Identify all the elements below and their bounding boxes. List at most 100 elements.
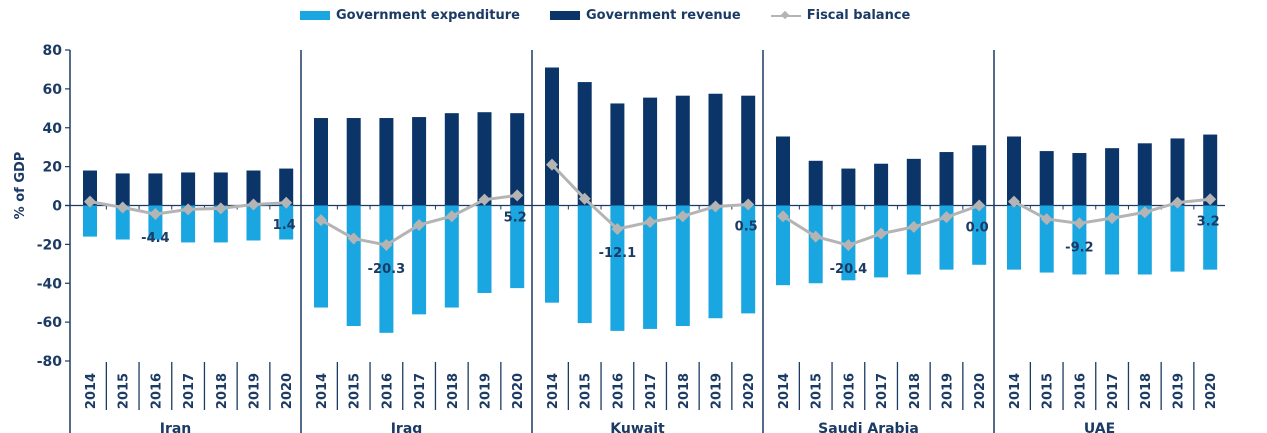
fiscal-balance-data-label: -20.4: [830, 262, 867, 277]
fiscal-balance-data-label: 0.5: [735, 220, 758, 235]
fiscal-balance-marker: [214, 202, 227, 215]
x-tick-label-year: 2018: [908, 373, 923, 409]
fiscal-balance-marker: [413, 218, 426, 231]
fiscal-balance-marker: [1040, 213, 1053, 226]
expenditure-bar: [972, 205, 987, 265]
legend-swatch-fiscal-balance: [770, 11, 801, 21]
expenditure-bar: [444, 205, 459, 308]
fiscal-balance-marker: [842, 239, 855, 252]
x-tick-label-year: 2018: [677, 373, 692, 409]
revenue-bar: [444, 113, 459, 206]
x-category-label: Kuwait: [610, 421, 665, 433]
revenue-bar: [314, 118, 328, 206]
legend-item-revenue: Government revenue: [549, 8, 741, 23]
x-tick-label-year: 2019: [248, 373, 263, 409]
y-tick-label: 0: [52, 199, 62, 215]
fiscal-balance-data-label: -9.2: [1065, 240, 1093, 255]
x-tick-label-year: 2014: [1008, 373, 1023, 409]
y-axis-label: % of GDP: [13, 152, 28, 220]
revenue-bar: [346, 118, 361, 206]
revenue-bar: [643, 97, 658, 206]
fiscal-balance-marker: [1138, 206, 1151, 219]
x-tick-label-year: 2015: [348, 373, 363, 409]
revenue-bar: [1072, 153, 1087, 206]
expenditure-bar: [741, 205, 756, 314]
revenue-bar: [477, 112, 492, 206]
revenue-bar: [675, 95, 690, 206]
expenditure-bar: [1137, 205, 1152, 275]
fiscal-balance-marker: [676, 210, 689, 223]
y-tick-label: -40: [37, 276, 63, 292]
expenditure-bar: [545, 205, 559, 303]
y-tick-label: -80: [37, 354, 63, 370]
expenditure-bar: [346, 205, 361, 327]
x-category-label: UAE: [1084, 421, 1115, 433]
revenue-bar: [906, 158, 921, 206]
revenue-bar: [708, 93, 723, 206]
fiscal-balance-marker: [546, 158, 558, 171]
expenditure-bar: [379, 205, 394, 333]
expenditure-bar: [1007, 205, 1021, 270]
x-tick-label-year: 2018: [446, 373, 461, 409]
revenue-bar: [83, 170, 97, 206]
revenue-bar: [808, 160, 823, 206]
y-tick-label: -20: [37, 237, 63, 253]
revenue-bar: [279, 168, 294, 206]
expenditure-bar: [874, 205, 889, 278]
legend-label-expenditure: Government expenditure: [336, 8, 520, 23]
x-tick-label-year: 2018: [215, 373, 230, 409]
fiscal-balance-marker: [280, 196, 293, 209]
revenue-bar: [148, 173, 163, 206]
revenue-bar: [1137, 143, 1152, 206]
fiscal-balance-data-label: -4.4: [141, 231, 169, 246]
fiscal-balance-marker: [611, 223, 624, 236]
x-tick-label-year: 2020: [511, 373, 526, 409]
x-tick-label-year: 2014: [546, 373, 561, 409]
revenue-bar: [412, 117, 427, 206]
fiscal-balance-marker: [315, 214, 327, 227]
revenue-bar: [213, 172, 228, 206]
x-tick-label-year: 2020: [742, 373, 757, 409]
revenue-bar: [1007, 136, 1021, 206]
y-tick-label: 20: [43, 160, 63, 176]
y-tick-label: -60: [37, 315, 63, 331]
legend-label-fiscal-balance: Fiscal balance: [806, 8, 911, 23]
x-tick-label-year: 2017: [182, 373, 197, 409]
fiscal-balance-marker: [578, 192, 591, 205]
expenditure-bar: [83, 205, 97, 237]
x-category-label: Saudi Arabia: [818, 421, 919, 433]
expenditure-bar: [1105, 205, 1120, 275]
x-tick-label-year: 2014: [84, 373, 99, 409]
fiscal-balance-data-label: -12.1: [599, 246, 636, 261]
fiscal-balance-marker: [116, 201, 129, 214]
expenditure-bar: [577, 205, 592, 324]
y-tick-label: 80: [43, 43, 63, 59]
expenditure-bar: [643, 205, 658, 329]
revenue-bar: [181, 172, 196, 206]
x-tick-label-year: 2016: [842, 373, 857, 409]
expenditure-bar: [246, 205, 261, 241]
expenditure-bar: [314, 205, 328, 308]
revenue-bar: [545, 67, 559, 206]
fiscal-balance-marker: [1073, 217, 1086, 230]
x-tick-label-year: 2016: [1073, 373, 1088, 409]
revenue-bar: [115, 173, 130, 206]
x-tick-label-year: 2015: [579, 373, 594, 409]
fiscal-balance-marker: [347, 232, 360, 245]
revenue-bar: [841, 168, 856, 206]
revenue-bar: [610, 103, 625, 206]
fiscal-balance-marker: [809, 230, 822, 243]
x-category-label: Iraq: [391, 421, 423, 433]
revenue-bar: [972, 145, 987, 206]
fiscal-balance-marker: [1204, 193, 1217, 206]
x-tick-label-year: 2015: [117, 373, 132, 409]
fiscal-balance-marker: [644, 216, 657, 229]
fiscal-balance-marker: [1106, 212, 1119, 225]
fiscal-balance-marker: [478, 193, 491, 206]
x-tick-label-year: 2016: [380, 373, 395, 409]
fiscal-balance-marker: [742, 198, 755, 211]
expenditure-bar: [906, 205, 921, 275]
legend-swatch-expenditure: [300, 11, 330, 20]
revenue-bar: [379, 118, 394, 206]
y-tick-label: 60: [43, 82, 63, 98]
